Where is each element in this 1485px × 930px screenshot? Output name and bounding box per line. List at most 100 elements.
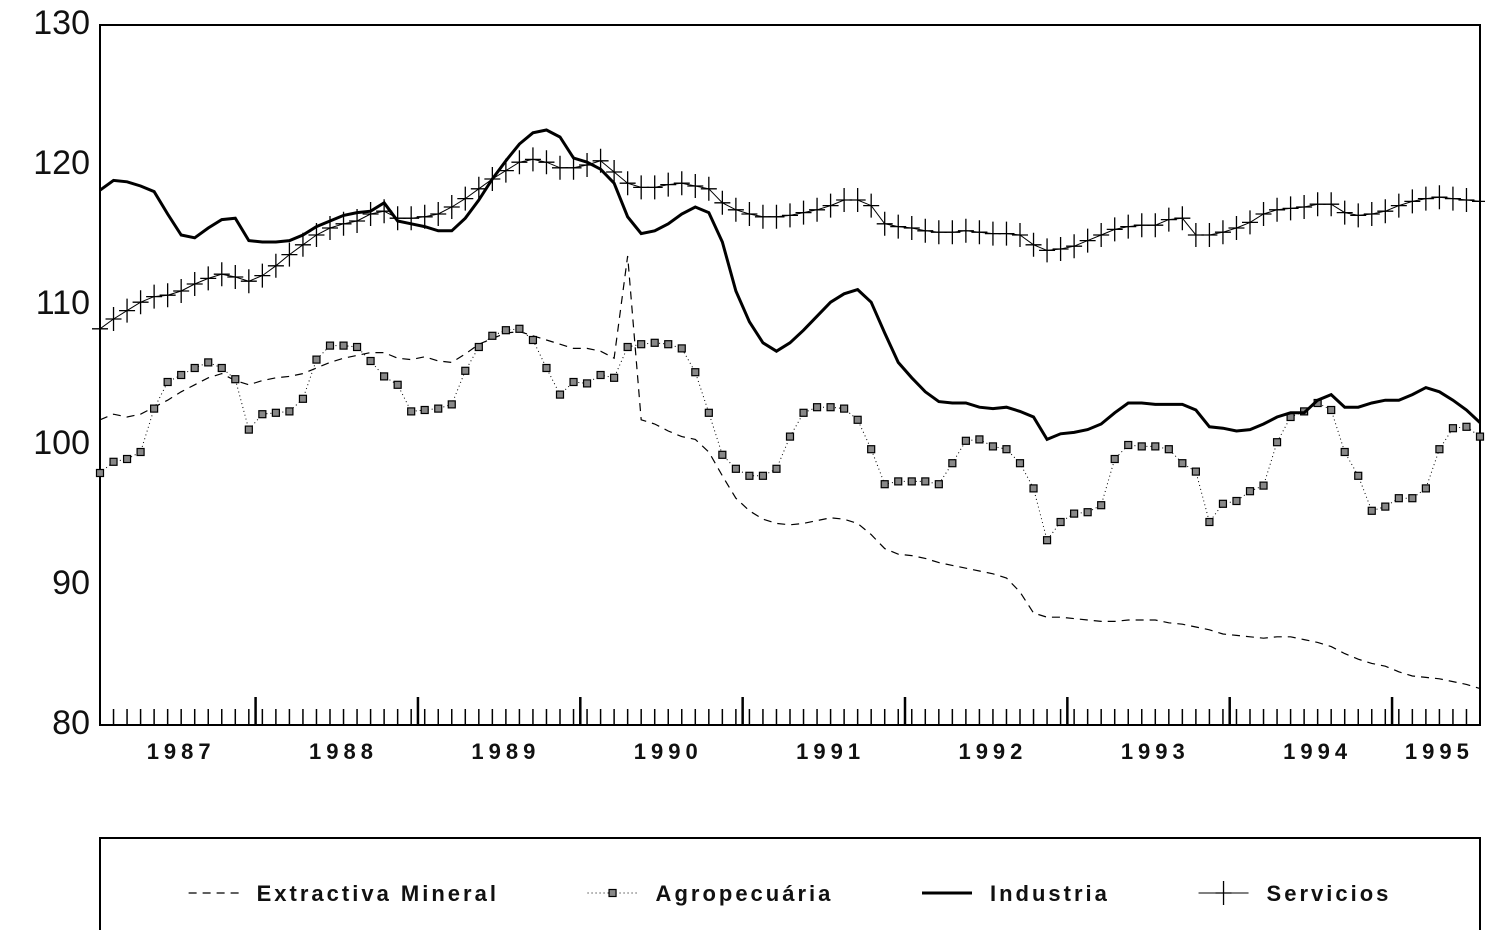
point-marker	[1214, 220, 1231, 245]
point-marker	[1187, 223, 1204, 247]
point-marker	[660, 172, 677, 197]
series-line	[99, 255, 1481, 690]
point-marker	[1106, 217, 1123, 242]
point-marker	[608, 888, 617, 898]
legend-item: Servicios	[1198, 881, 1392, 906]
point-marker	[822, 193, 839, 218]
point-marker	[849, 188, 866, 212]
point-marker	[1110, 454, 1119, 464]
x-tick-label: 1994	[1283, 739, 1352, 764]
point-marker	[1282, 196, 1299, 221]
point-marker	[840, 404, 849, 413]
point-marker	[159, 283, 176, 308]
point-marker	[109, 457, 118, 466]
point-marker	[633, 175, 650, 200]
x-tick-label: 1991	[796, 739, 865, 764]
point-marker	[217, 363, 226, 373]
point-marker	[646, 175, 663, 200]
point-marker	[92, 316, 108, 341]
point-marker	[934, 480, 943, 489]
point-marker	[258, 410, 267, 419]
point-marker	[380, 372, 389, 381]
point-marker	[1296, 195, 1313, 219]
point-marker	[281, 242, 298, 267]
point-marker	[1205, 517, 1214, 527]
x-tick-label: 1987	[147, 739, 216, 764]
point-marker	[244, 425, 253, 434]
point-marker	[907, 477, 916, 486]
point-marker	[271, 408, 280, 417]
point-marker	[474, 342, 483, 352]
point-marker	[150, 404, 159, 413]
point-marker	[501, 326, 510, 335]
y-tick-label: 110	[36, 284, 90, 322]
point-marker	[447, 400, 456, 409]
point-marker	[515, 324, 524, 333]
y-tick-label: 100	[33, 424, 90, 462]
point-marker	[1381, 502, 1390, 511]
point-marker	[1178, 459, 1187, 468]
point-marker	[1269, 197, 1286, 222]
plot-frame	[99, 24, 1481, 726]
point-marker	[863, 193, 880, 218]
point-marker	[610, 373, 619, 382]
point-marker	[650, 338, 659, 347]
point-marker	[1039, 238, 1056, 263]
point-marker	[1124, 440, 1133, 450]
point-marker	[1245, 487, 1255, 496]
point-marker	[393, 380, 402, 389]
point-marker	[294, 232, 311, 257]
point-marker	[961, 436, 970, 445]
legend-label: Extractiva Mineral	[257, 881, 499, 906]
point-marker	[1435, 445, 1444, 454]
point-marker	[1255, 202, 1272, 226]
legend-label: Agropecuária	[656, 881, 834, 906]
point-marker	[1120, 214, 1137, 239]
point-marker	[1147, 213, 1164, 238]
point-marker	[930, 220, 947, 245]
point-marker	[163, 377, 172, 387]
point-marker	[592, 148, 609, 173]
point-marker	[339, 341, 348, 350]
point-marker	[1444, 186, 1461, 211]
point-marker	[785, 432, 795, 441]
x-tick-label: 1989	[471, 739, 540, 764]
point-marker	[809, 197, 826, 222]
point-marker	[132, 290, 149, 315]
point-marker	[569, 377, 578, 387]
point-marker	[799, 408, 808, 417]
point-marker	[552, 155, 568, 180]
point-marker	[186, 272, 203, 296]
point-marker	[1242, 210, 1258, 235]
point-marker	[420, 405, 429, 415]
point-marker	[1323, 192, 1340, 217]
point-marker	[1272, 438, 1282, 447]
point-marker	[1218, 499, 1228, 508]
point-marker	[1066, 234, 1083, 259]
y-tick-label: 80	[52, 704, 90, 742]
point-marker	[727, 197, 744, 222]
legend-label: Servicios	[1267, 881, 1392, 906]
point-marker	[1228, 216, 1245, 240]
point-marker	[1151, 442, 1160, 451]
point-marker	[1367, 506, 1376, 515]
point-marker	[204, 358, 213, 367]
point-marker	[700, 176, 717, 201]
point-marker	[484, 167, 501, 191]
point-marker	[948, 459, 957, 468]
point-marker	[190, 363, 199, 373]
legend-item: Industria	[922, 881, 1110, 906]
point-marker	[1404, 189, 1421, 214]
point-marker	[285, 407, 294, 416]
point-marker	[867, 445, 876, 454]
point-marker	[704, 408, 713, 417]
point-marker	[146, 284, 163, 309]
point-marker	[1475, 432, 1485, 441]
point-marker	[497, 158, 514, 183]
point-marker	[1070, 509, 1079, 518]
point-marker	[213, 262, 230, 287]
legend-label: Industria	[990, 881, 1110, 906]
point-marker	[488, 331, 497, 340]
point-marker	[430, 202, 447, 226]
